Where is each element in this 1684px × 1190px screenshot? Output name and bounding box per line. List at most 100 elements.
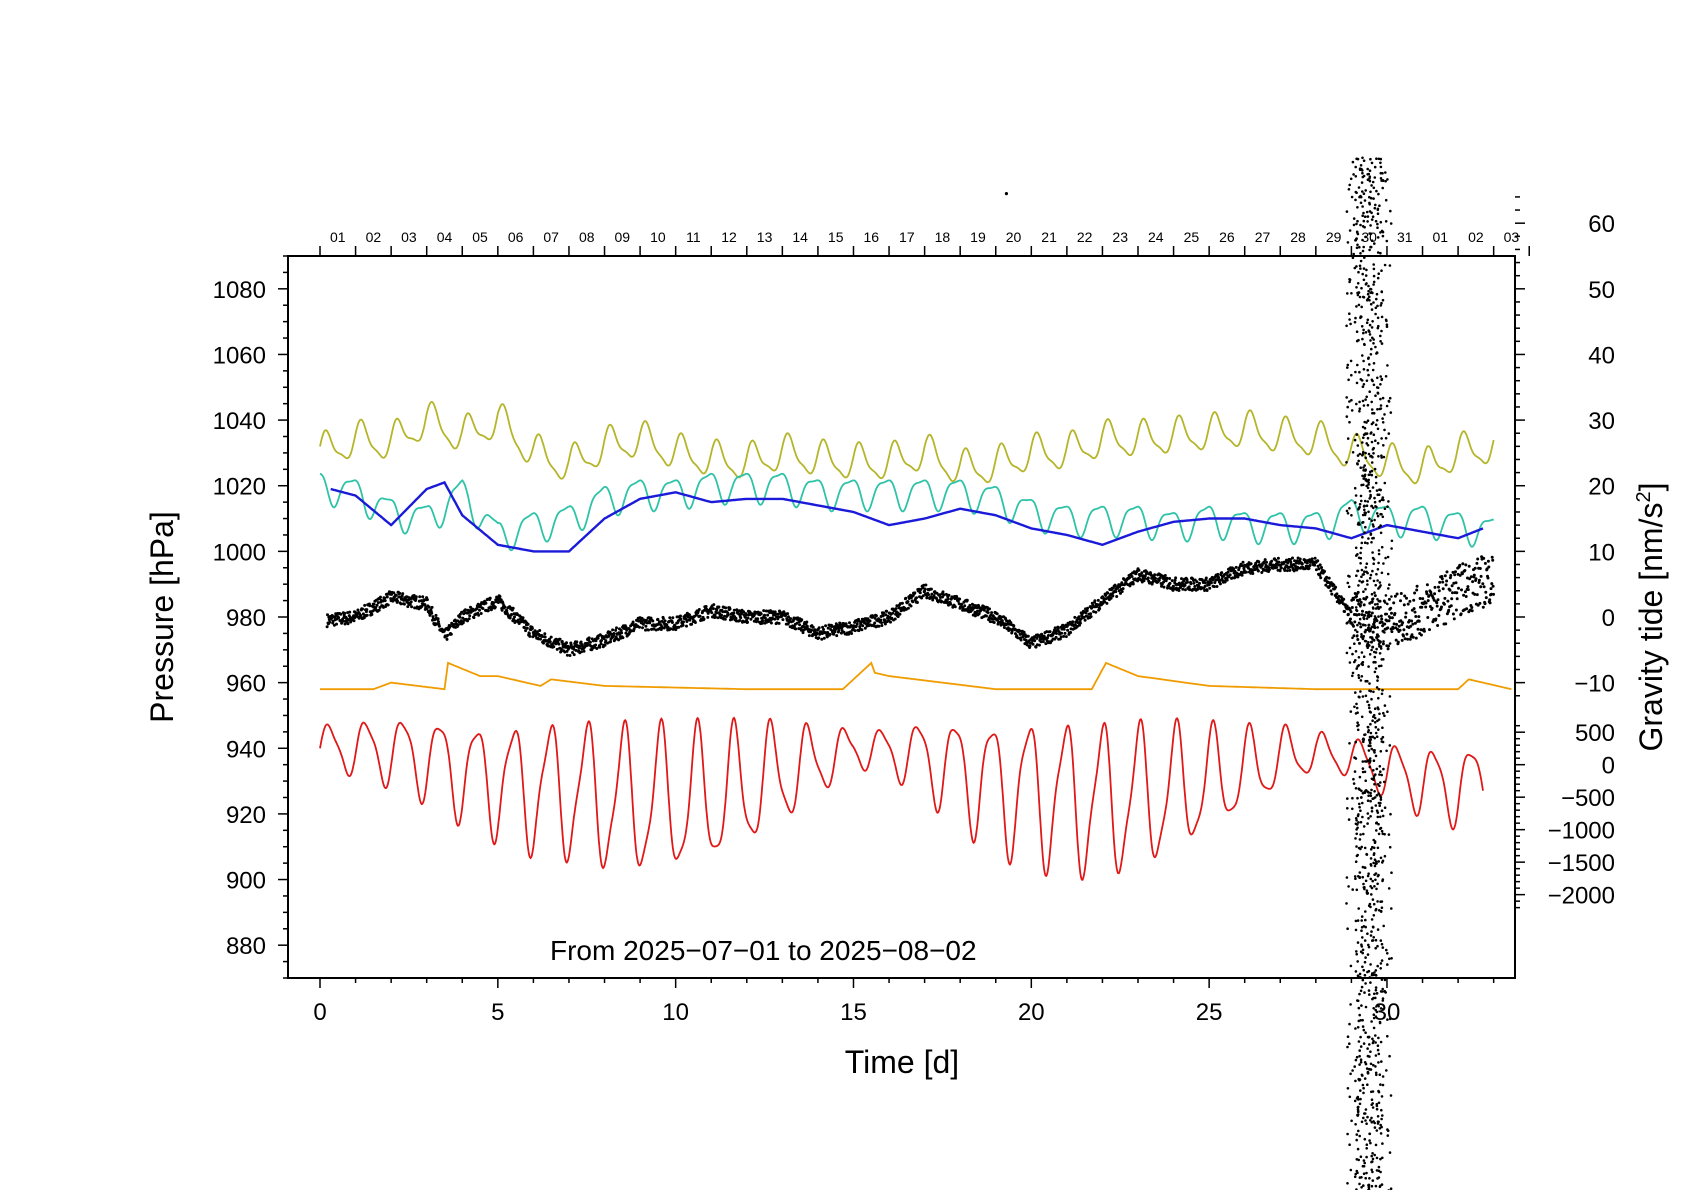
noise-point <box>1357 664 1361 667</box>
data-point <box>1064 635 1068 639</box>
noise-point <box>1360 662 1363 666</box>
noise-point <box>1372 383 1376 387</box>
noise-point <box>1374 1065 1377 1068</box>
right-tick-label: −1000 <box>1548 818 1615 845</box>
data-point <box>832 632 836 636</box>
data-point <box>1217 576 1221 579</box>
noise-point <box>1383 413 1386 416</box>
noise-point <box>1372 562 1375 565</box>
data-point <box>1285 569 1289 573</box>
data-point <box>1360 613 1364 617</box>
noise-point <box>1359 259 1363 263</box>
noise-point <box>1374 878 1377 882</box>
data-point <box>1215 585 1219 588</box>
data-point <box>789 617 793 621</box>
data-point <box>968 603 972 607</box>
noise-point <box>1359 1155 1363 1158</box>
data-point <box>577 649 580 653</box>
data-point <box>1012 624 1016 628</box>
data-point <box>1234 565 1238 569</box>
noise-point <box>1375 386 1379 389</box>
noise-point <box>1366 220 1369 223</box>
data-point <box>526 622 530 626</box>
noise-point <box>1381 1156 1384 1160</box>
data-point <box>341 619 345 623</box>
data-point <box>1426 616 1430 619</box>
noise-point <box>1353 875 1357 878</box>
data-point <box>1371 630 1375 634</box>
data-point <box>712 603 716 607</box>
data-point <box>1466 585 1470 589</box>
data-point <box>463 608 467 612</box>
noise-point <box>1369 744 1372 748</box>
noise-point <box>1374 1143 1378 1147</box>
noise-point <box>1377 1052 1381 1056</box>
data-point <box>820 637 824 641</box>
noise-point <box>1366 628 1369 631</box>
noise-point <box>1361 760 1365 763</box>
noise-point <box>1356 728 1360 732</box>
noise-point <box>1368 179 1372 183</box>
noise-point <box>1380 990 1384 993</box>
noise-point <box>1364 1176 1367 1180</box>
noise-point <box>1384 179 1387 183</box>
noise-point <box>1361 450 1365 454</box>
noise-point <box>1357 907 1360 910</box>
data-point <box>1479 585 1483 589</box>
noise-point <box>1376 706 1380 709</box>
noise-point <box>1390 547 1393 550</box>
data-point <box>1476 557 1480 561</box>
noise-point <box>1354 175 1358 178</box>
data-point <box>434 613 438 617</box>
noise-point <box>1369 799 1372 803</box>
noise-point <box>1379 304 1383 307</box>
noise-point <box>1366 318 1370 322</box>
noise-point <box>1374 862 1377 866</box>
data-point <box>661 617 665 620</box>
data-point <box>732 608 736 612</box>
data-point <box>414 595 418 599</box>
noise-point <box>1386 963 1389 966</box>
noise-point <box>1377 1061 1380 1064</box>
noise-point <box>1370 184 1373 187</box>
noise-point <box>1355 950 1358 953</box>
data-point <box>792 616 796 620</box>
noise-point <box>1374 667 1378 670</box>
noise-point <box>1375 292 1379 296</box>
data-point <box>769 609 772 613</box>
outlier-point <box>1004 192 1009 196</box>
noise-point <box>1357 291 1361 294</box>
data-point <box>1436 598 1440 602</box>
noise-point <box>1358 264 1362 268</box>
noise-point <box>1380 959 1384 962</box>
data-point <box>456 623 460 627</box>
noise-point <box>1349 710 1353 713</box>
noise-point <box>1366 542 1369 545</box>
noise-point <box>1359 796 1363 799</box>
data-point <box>1488 598 1492 602</box>
noise-point <box>1369 287 1372 291</box>
noise-point <box>1350 514 1353 517</box>
noise-point <box>1368 169 1372 172</box>
data-point <box>1187 585 1191 589</box>
noise-point <box>1350 195 1354 199</box>
noise-point <box>1375 1156 1379 1160</box>
noise-point <box>1376 598 1379 601</box>
noise-point <box>1376 222 1379 226</box>
noise-point <box>1361 238 1364 242</box>
data-point <box>1168 577 1172 580</box>
data-point <box>337 616 341 620</box>
noise-point <box>1367 749 1371 752</box>
data-point <box>458 615 462 619</box>
noise-point <box>1388 1151 1392 1154</box>
noise-point <box>1355 246 1359 250</box>
data-point <box>1328 584 1332 588</box>
data-point <box>1153 573 1157 577</box>
data-point <box>1218 582 1222 586</box>
noise-point <box>1360 568 1364 572</box>
noise-point <box>1365 268 1368 272</box>
noise-point <box>1366 725 1370 729</box>
data-point <box>1484 590 1488 594</box>
noise-point <box>1357 556 1361 560</box>
noise-point <box>1349 622 1352 625</box>
